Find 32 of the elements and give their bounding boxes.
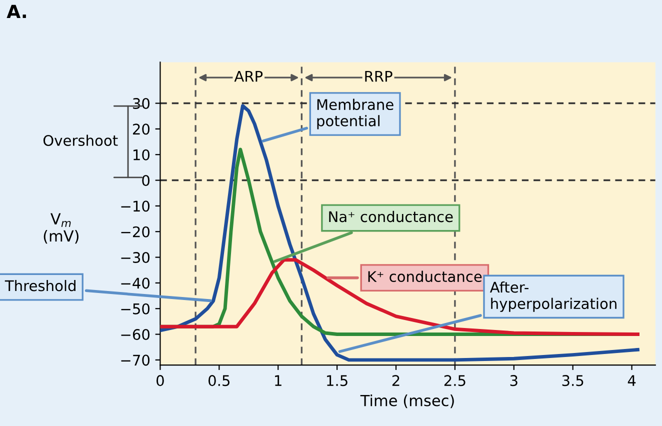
y-axis-title: V$_{m}$ (mV) <box>44 213 78 244</box>
y-tick-label: −50 <box>121 303 150 314</box>
x-axis-title: Time (msec) <box>360 394 454 408</box>
x-tick-label: 2 <box>392 375 400 386</box>
y-tick-label: −30 <box>121 252 150 264</box>
y-tick-label: 30 <box>133 98 150 110</box>
annotation: Membrane potential <box>317 98 394 130</box>
y-tick-label: −70 <box>121 354 150 366</box>
x-tick-label: 3 <box>510 375 518 386</box>
x-tick-label: 0 <box>156 375 164 386</box>
annotation: After- hyperpolarization <box>490 281 616 312</box>
chart-title: A. <box>6 4 26 18</box>
x-tick-label: 1 <box>275 375 282 386</box>
x-tick-label: 4 <box>628 375 636 386</box>
annotation: K⁺ conductance <box>368 270 482 282</box>
line-series <box>160 258 640 336</box>
x-tick-label: 1.5 <box>327 375 348 386</box>
annotation: ARP <box>234 70 263 82</box>
x-tick-label: 0.5 <box>208 375 230 386</box>
annotation: RRP <box>365 70 392 82</box>
y-tick-label: 0 <box>142 174 150 186</box>
annotation: Threshold <box>4 280 76 292</box>
text: Overshoot <box>43 134 118 146</box>
y-tick-label: −20 <box>121 226 150 238</box>
annotation: Na⁺ conductance <box>329 210 453 222</box>
y-tick-label: 10 <box>134 149 150 160</box>
y-tick-label: 20 <box>132 124 150 135</box>
y-tick-label: −40 <box>121 278 150 289</box>
y-tick-label: −60 <box>121 328 150 340</box>
y-tick-label: −10 <box>121 200 150 212</box>
x-tick-label: 2.5 <box>444 375 466 386</box>
x-tick-label: 3.5 <box>562 375 584 386</box>
